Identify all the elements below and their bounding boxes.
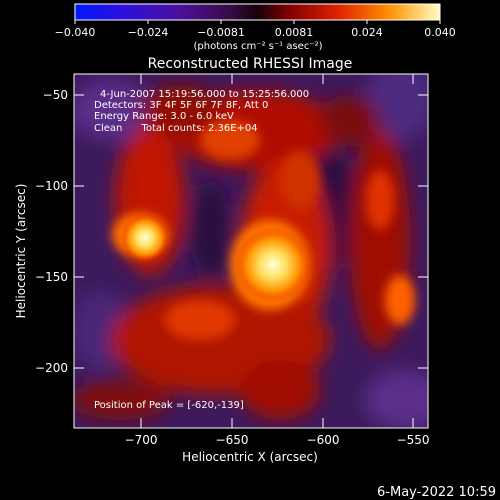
y-tick-label: −150 [35, 270, 68, 284]
plot-frame [73, 73, 429, 429]
info-detectors: Detectors: 3F 4F 5F 6F 7F 8F, Att 0 [94, 100, 268, 111]
info-time-range: 4-Jun-2007 15:19:56.000 to 15:25:56.000 [100, 89, 309, 100]
observation-info: 4-Jun-2007 15:19:56.000 to 15:25:56.000 … [94, 89, 309, 134]
image-title: Reconstructed RHESSI Image [148, 56, 353, 72]
y-tick-label: −200 [35, 361, 68, 375]
colorbar-tick-label: 0.040 [424, 26, 456, 39]
x-tick-marks [140, 74, 414, 428]
peak-position-label: Position of Peak = [-620,-139] [94, 400, 244, 411]
colorbar-gradient [74, 3, 441, 21]
colorbar-tick-label: −0.024 [128, 26, 169, 39]
y-tick-marks [74, 94, 428, 369]
info-clean-counts: Clean Total counts: 2.36E+04 [94, 123, 258, 134]
y-tick-label: −100 [35, 179, 68, 193]
colorbar-tick-label: 0.024 [351, 26, 383, 39]
x-tick-label: −550 [397, 433, 430, 447]
y-tick-label: −50 [43, 88, 68, 102]
info-energy-range: Energy Range: 3.0 - 6.0 keV [94, 111, 234, 122]
x-tick-label: −600 [307, 433, 340, 447]
x-axis-label: Heliocentric X (arcsec) [182, 450, 318, 464]
colorbar-tick-label: 0.0081 [275, 26, 314, 39]
colorbar-tick-label: −0.040 [55, 26, 96, 39]
colorbar: −0.040 −0.024 −0.0081 0.0081 0.024 0.040… [55, 3, 456, 52]
colorbar-tick-label: −0.0081 [197, 26, 245, 39]
rhessi-image [74, 74, 428, 428]
footer-date: 6-May-2022 10:59 [377, 485, 496, 500]
x-tick-label: −650 [216, 433, 249, 447]
colorbar-unit-label: (photons cm⁻² s⁻¹ asec⁻²) [193, 41, 322, 52]
y-axis-label: Heliocentric Y (arcsec) [14, 184, 28, 319]
x-tick-label: −700 [125, 433, 158, 447]
